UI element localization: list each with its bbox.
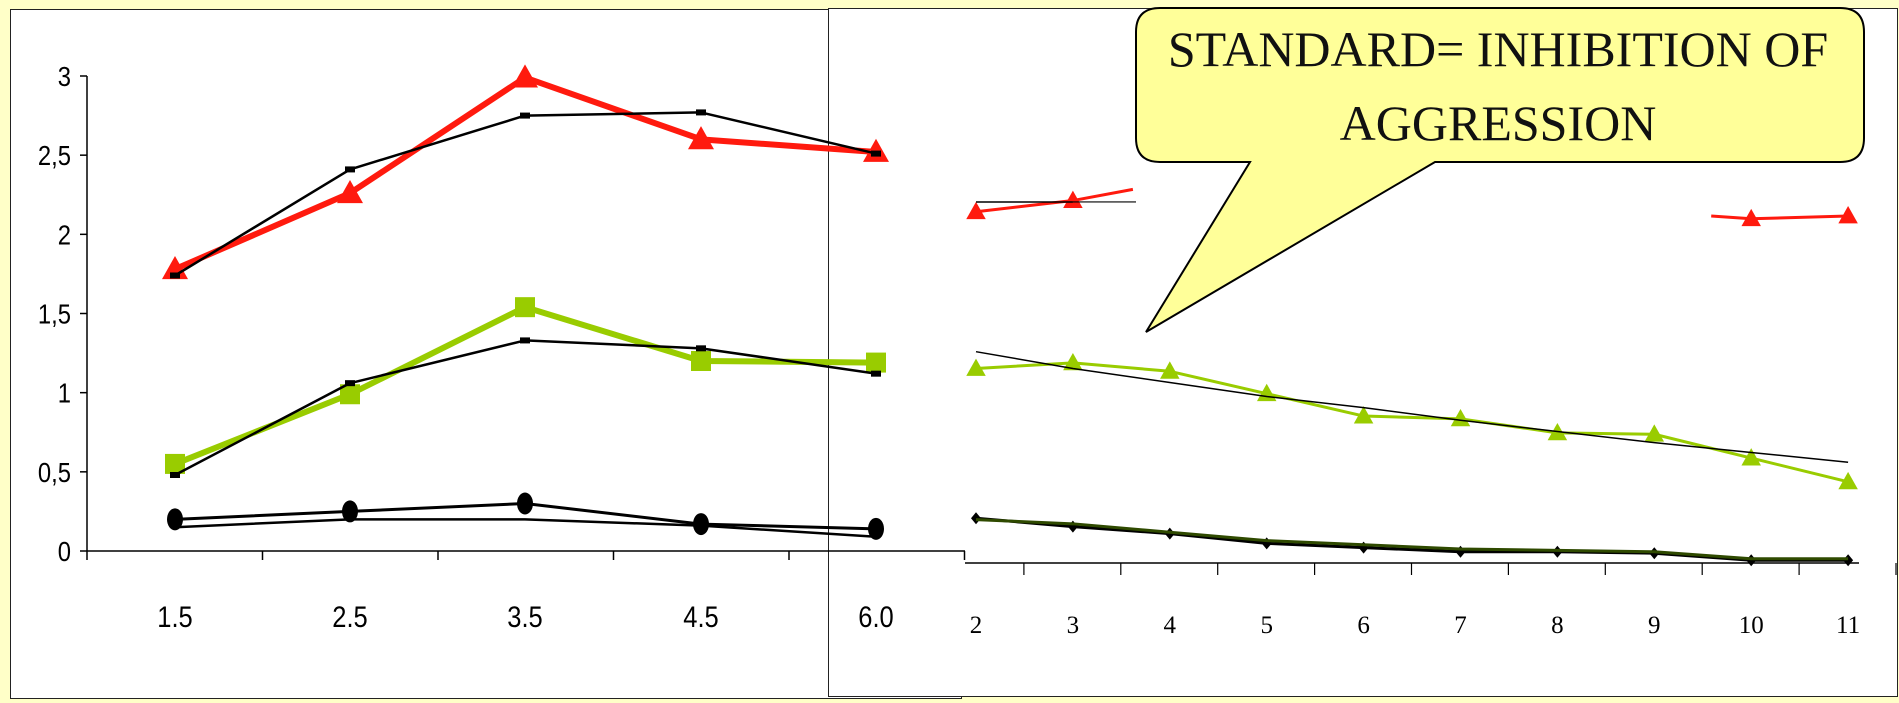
data-point: [515, 297, 535, 318]
y-tick-label: 1,5: [38, 298, 71, 330]
series-line-3: [975, 350, 1849, 463]
y-tick-label: 1: [58, 377, 71, 409]
data-point: [868, 517, 884, 540]
data-point: [1450, 408, 1471, 427]
x-tick-label: 1.5: [157, 600, 192, 633]
data-point: [165, 453, 185, 474]
series-line-hidden: [1711, 214, 1752, 221]
y-tick-label: 0: [58, 535, 71, 567]
data-point: [688, 126, 714, 150]
data-point: [866, 352, 886, 373]
x-tick-label: 7: [1454, 612, 1467, 639]
data-point: [162, 255, 188, 280]
series-line-5: [174, 518, 877, 538]
x-tick-label: 6.0: [858, 600, 893, 633]
data-point: [170, 272, 180, 279]
data-point: [520, 337, 530, 344]
data-point: [520, 112, 530, 119]
x-tick-label: 11: [1836, 612, 1860, 639]
x-tick-label: 2.5: [332, 600, 367, 633]
data-point: [1838, 471, 1858, 490]
data-point: [345, 380, 355, 387]
data-point: [691, 351, 711, 371]
series-line-5: [975, 518, 1849, 561]
data-point: [693, 513, 709, 536]
x-tick-label: 4.5: [683, 600, 718, 633]
data-point: [517, 492, 533, 515]
data-point: [167, 508, 183, 531]
data-point: [871, 370, 881, 377]
data-point: [345, 166, 355, 173]
x-tick-label: 4: [1164, 612, 1177, 639]
data-point: [337, 179, 363, 204]
left-chart-panel: [10, 9, 962, 699]
data-point: [342, 500, 358, 523]
data-point: [512, 64, 538, 88]
x-tick-label: 9: [1648, 612, 1661, 639]
y-tick-label: 3: [58, 60, 71, 92]
data-point: [1644, 424, 1665, 442]
data-point: [1353, 406, 1374, 424]
x-tick-label: 5: [1260, 612, 1273, 639]
x-tick-label: 3.5: [507, 600, 542, 633]
data-point: [971, 512, 981, 525]
data-point: [1741, 448, 1761, 466]
x-tick-label: 8: [1551, 612, 1564, 639]
data-point: [966, 201, 986, 220]
x-tick-label: 10: [1739, 612, 1764, 639]
y-tick-label: 0,5: [38, 456, 71, 488]
series-line-4: [975, 516, 1849, 562]
data-point: [696, 345, 706, 352]
x-tick-label: 2: [970, 612, 983, 639]
series-line-0: [1751, 214, 1849, 221]
y-tick-label: 2,5: [38, 139, 71, 171]
data-point: [170, 472, 180, 478]
series-line-hidden: [1072, 187, 1134, 203]
data-point: [340, 384, 360, 405]
series-line-2: [975, 361, 1849, 484]
data-point: [1160, 361, 1180, 379]
x-tick-label: 6: [1357, 612, 1370, 639]
x-tick-label: 3: [1067, 612, 1080, 639]
data-point: [863, 138, 889, 162]
data-point: [1063, 352, 1083, 371]
data-point: [696, 109, 706, 116]
data-point: [966, 358, 986, 376]
y-tick-label: 2: [58, 218, 71, 250]
data-point: [871, 150, 881, 157]
